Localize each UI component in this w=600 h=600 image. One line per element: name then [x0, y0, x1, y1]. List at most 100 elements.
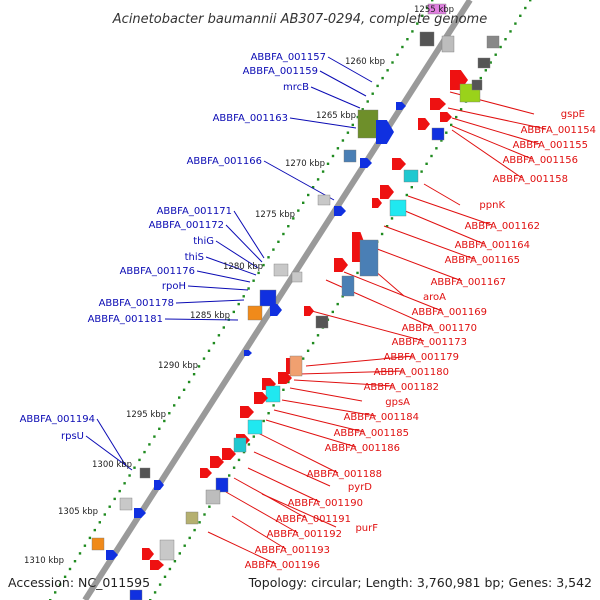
gene-block — [359, 239, 379, 277]
gene-label[interactable]: thiG — [193, 236, 214, 247]
tick-dot — [455, 115, 458, 119]
gene-label[interactable]: ABBFA_001184 — [344, 412, 419, 423]
gene-label[interactable]: ppnK — [479, 200, 505, 211]
gene-label[interactable]: ABBFA_001185 — [334, 428, 409, 439]
leader-line — [447, 107, 547, 130]
tick-dot — [212, 341, 216, 345]
leader-line — [265, 419, 357, 448]
gene-label[interactable]: ABBFA_001179 — [384, 352, 459, 363]
gene-label[interactable]: ABBFA_001169 — [412, 307, 487, 318]
gene-label[interactable]: ABBFA_001164 — [455, 240, 530, 251]
gene-features — [91, 3, 500, 600]
gene-label[interactable]: ABBFA_001171 — [157, 206, 232, 217]
leader-line — [273, 409, 365, 433]
tick-dot — [524, 6, 527, 10]
gene-label[interactable]: ABBFA_001180 — [374, 367, 449, 378]
gene-label[interactable]: ABBFA_001181 — [88, 314, 163, 325]
gene-label[interactable]: ABBFA_001165 — [445, 255, 520, 266]
tick-dot — [282, 232, 285, 236]
kbp-label: 1265 kbp — [316, 111, 356, 121]
gene-block — [273, 263, 289, 277]
kbp-label: 1280 kbp — [223, 262, 263, 272]
gene-block — [289, 355, 303, 377]
tick-dot — [302, 357, 305, 360]
gene-block — [247, 419, 263, 435]
gene-label[interactable]: ABBFA_001194 — [20, 414, 95, 425]
leader-line — [263, 160, 335, 201]
tick-dot — [331, 154, 335, 158]
gene-label[interactable]: ABBFA_001170 — [402, 323, 477, 334]
tick-dot — [262, 263, 265, 267]
tick-dot — [326, 162, 330, 165]
tick-dot — [356, 271, 359, 275]
gene-label[interactable]: ABBFA_001193 — [255, 545, 330, 556]
gene-arrow — [440, 112, 452, 122]
gene-label[interactable]: rpoH — [162, 281, 186, 292]
tick-dot — [514, 22, 517, 25]
gene-label[interactable]: rpsU — [61, 431, 84, 442]
gene-block — [357, 109, 379, 139]
gene-label[interactable]: gpsA — [385, 397, 410, 408]
gene-label[interactable]: ABBFA_001191 — [276, 514, 351, 525]
tick-dot — [237, 302, 240, 306]
gene-label[interactable]: ABBFA_001157 — [251, 52, 326, 63]
gene-arrow — [150, 560, 164, 570]
gene-label[interactable]: ABBFA_001159 — [243, 66, 318, 77]
gene-label[interactable]: ABBFA_001162 — [465, 221, 540, 232]
gene-block — [403, 169, 419, 183]
tick-dot — [78, 552, 82, 555]
gene-label[interactable]: ABBFA_001173 — [392, 337, 467, 348]
tick-dot — [435, 147, 438, 150]
tick-dot — [267, 412, 270, 415]
tick-dot — [499, 45, 502, 49]
tick-dot — [103, 513, 106, 516]
gene-label[interactable]: ABBFA_001156 — [503, 155, 578, 166]
gene-label[interactable]: ABBFA_001172 — [149, 220, 224, 231]
gene-label[interactable]: mrcB — [283, 82, 309, 93]
gene-label[interactable]: ABBFA_001154 — [521, 125, 596, 136]
tick-dot — [351, 123, 354, 127]
gene-block — [159, 539, 175, 561]
gene-label[interactable]: ABBFA_001196 — [245, 560, 320, 571]
tick-dot — [118, 489, 121, 493]
leader-line — [225, 491, 299, 534]
gene-label[interactable]: aroA — [423, 292, 446, 303]
tick-dot — [202, 357, 206, 360]
gene-label[interactable]: gspE — [561, 109, 585, 120]
tick-dot — [421, 14, 424, 17]
tick-dot — [316, 178, 320, 181]
tick-dot — [450, 123, 453, 127]
leader-line — [397, 207, 485, 245]
tick-dot — [73, 560, 77, 563]
gene-label[interactable]: ABBFA_001190 — [288, 498, 363, 509]
tick-dot — [252, 279, 255, 282]
tick-dot — [123, 482, 126, 485]
gene-label[interactable]: ABBFA_001186 — [325, 443, 400, 454]
gene-arrow — [372, 198, 382, 208]
gene-label[interactable]: ABBFA_001182 — [364, 382, 439, 393]
tick-dot — [128, 474, 131, 477]
tick-dot — [321, 170, 325, 173]
gene-block — [215, 477, 229, 493]
gene-block — [317, 194, 331, 206]
gene-arrow — [222, 448, 236, 460]
tick-dot — [217, 334, 221, 337]
gene-label[interactable]: ABBFA_001166 — [187, 156, 262, 167]
gene-label[interactable]: ABBFA_001188 — [307, 469, 382, 480]
gene-label[interactable]: ABBFA_001178 — [99, 298, 174, 309]
gene-label[interactable]: ABBFA_001167 — [431, 277, 506, 288]
tick-dot — [83, 544, 87, 547]
tick-dot — [232, 310, 235, 314]
tick-dot — [519, 14, 522, 17]
gene-label[interactable]: purF — [355, 523, 378, 534]
gene-label[interactable]: ABBFA_001176 — [120, 266, 195, 277]
gene-label[interactable]: thiS — [185, 252, 204, 263]
gene-label[interactable]: ABBFA_001192 — [267, 529, 342, 540]
tick-dot — [158, 427, 161, 430]
gene-label[interactable]: pyrD — [348, 482, 372, 493]
gene-arrow — [270, 304, 282, 316]
tick-dot — [396, 53, 399, 56]
gene-label[interactable]: ABBFA_001158 — [493, 174, 568, 185]
gene-label[interactable]: ABBFA_001155 — [513, 140, 588, 151]
gene-label[interactable]: ABBFA_001163 — [213, 113, 288, 124]
